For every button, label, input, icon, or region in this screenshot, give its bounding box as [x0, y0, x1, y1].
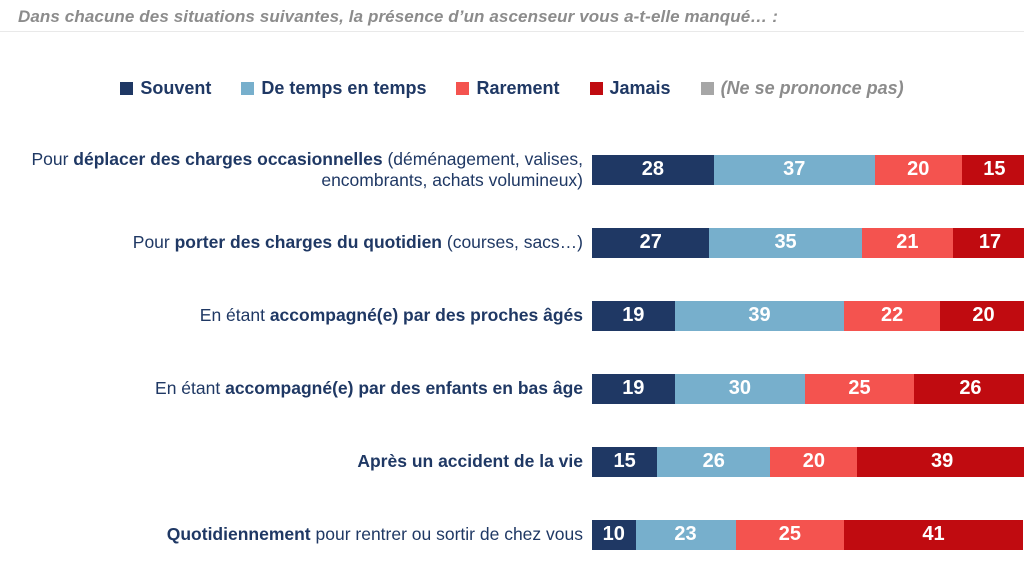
bar-segment-rarement: 20: [770, 446, 858, 477]
bar-segment-de-temps-en-temps: 26: [657, 446, 771, 477]
bar-segment-jamais: 20: [939, 300, 1024, 331]
segment-value-label: 22: [881, 304, 904, 326]
segment-value-label: 27: [639, 231, 662, 253]
legend-label: (Ne se prononce pas): [720, 78, 904, 98]
stacked-bar: 10 23 25 41: [592, 519, 1024, 550]
bar-segment-jamais: 41: [844, 519, 1023, 550]
bar-segment-rarement: 22: [844, 300, 940, 331]
bar-segment-de-temps-en-temps: 37: [713, 154, 875, 185]
label-text: pour rentrer ou sortir de chez vous: [310, 524, 584, 544]
label-emphasis: déplacer des charges occasionnelles: [73, 148, 383, 169]
chart-row: Pour déplacer des charges occasionnelles…: [0, 133, 1024, 206]
segment-value-label: 20: [972, 304, 995, 326]
segment-value-label: 19: [622, 304, 645, 326]
legend-item-souvent: Souvent: [120, 78, 211, 99]
legend-label: Jamais: [609, 78, 671, 98]
label-text: Pour: [132, 232, 175, 252]
segment-value-label: 26: [959, 377, 982, 399]
bar-segment-rarement: 20: [874, 154, 962, 185]
legend-item-ne-se-prononce-pas: (Ne se prononce pas): [700, 78, 904, 99]
legend-item-rarement: Rarement: [456, 78, 560, 99]
row-category-label: En étant accompagné(e) par des proches â…: [0, 305, 583, 326]
segment-value-label: 26: [702, 450, 725, 472]
bar-segment-souvent: 19: [592, 373, 675, 404]
bar-segment-jamais: 26: [913, 373, 1024, 404]
row-category-label: En étant accompagné(e) par des enfants e…: [0, 378, 583, 399]
label-emphasis: accompagné(e) par des proches âgés: [269, 305, 583, 325]
label-emphasis: Quotidiennement: [166, 524, 311, 544]
stacked-bar: 27 35 21 17: [592, 227, 1024, 258]
bar-segment-de-temps-en-temps: 39: [674, 300, 845, 331]
bar-segment-rarement: 21: [861, 227, 954, 258]
stacked-bar: 28 37 20 15: [592, 154, 1024, 185]
segment-value-label: 41: [922, 523, 945, 545]
bar-segment-de-temps-en-temps: 30: [674, 373, 806, 404]
chart-row: En étant accompagné(e) par des enfants e…: [0, 352, 1024, 425]
segment-value-label: 35: [774, 231, 797, 253]
legend-color-swatch-ne-se-prononce-pas: [700, 82, 714, 95]
segment-value-label: 25: [848, 377, 871, 399]
segment-value-label: 28: [641, 158, 665, 180]
bar-segment-souvent: 28: [592, 154, 714, 185]
label-text: En étant: [199, 305, 270, 325]
bar-segment-souvent: 10: [592, 519, 636, 550]
segment-value-label: 37: [783, 158, 806, 180]
bar-segment-souvent: 15: [592, 446, 658, 477]
stacked-bar: 19 30 25 26: [592, 373, 1024, 404]
bar-segment-de-temps-en-temps: 35: [709, 227, 862, 258]
segment-value-label: 23: [674, 523, 697, 545]
stacked-bar: 15 26 20 39: [592, 446, 1024, 477]
segment-value-label: 15: [613, 450, 636, 472]
bar-segment-rarement: 25: [805, 373, 914, 404]
segment-value-label: 20: [907, 158, 930, 180]
label-text: Pour: [31, 148, 74, 169]
bar-segment-souvent: 27: [592, 227, 710, 258]
label-text: (courses, sacs…): [442, 232, 583, 252]
bar-segment-souvent: 19: [592, 300, 675, 331]
label-emphasis: Après un accident de la vie: [357, 451, 583, 471]
segment-value-label: 15: [983, 158, 1006, 180]
segment-value-label: 39: [748, 304, 771, 326]
label-text: En étant: [155, 378, 226, 398]
chart-row: En étant accompagné(e) par des proches â…: [0, 279, 1024, 352]
legend-item-de-temps-en-temps: De temps en temps: [241, 78, 426, 99]
chart-question-title: Dans chacune des situations suivantes, l…: [18, 7, 778, 26]
row-category-label: Quotidiennement pour rentrer ou sortir d…: [0, 524, 583, 545]
segment-value-label: 25: [778, 523, 802, 545]
chart-row: Quotidiennement pour rentrer ou sortir d…: [0, 498, 1024, 571]
legend-label: Rarement: [476, 78, 560, 98]
row-category-label: Pour porter des charges du quotidien (co…: [0, 232, 583, 253]
legend-color-swatch-de-temps-en-temps: [241, 82, 255, 95]
chart-row: Pour porter des charges du quotidien (co…: [0, 206, 1024, 279]
legend-color-swatch-rarement: [456, 82, 470, 95]
row-category-label: Pour déplacer des charges occasionnelles…: [0, 149, 583, 191]
stacked-bar: 19 39 22 20: [592, 300, 1024, 331]
segment-value-label: 17: [978, 231, 1002, 253]
label-emphasis: accompagné(e) par des enfants en bas âge: [225, 378, 583, 398]
label-text: (déménagement, valises, encombrants, ach…: [321, 148, 583, 190]
legend-label: De temps en temps: [261, 78, 427, 98]
bar-segment-jamais: 15: [961, 154, 1024, 185]
legend: Souvent De temps en temps Rarement Jamais (N…: [0, 78, 1024, 99]
row-category-label: Après un accident de la vie: [0, 451, 583, 472]
segment-value-label: 19: [622, 377, 645, 399]
legend-color-swatch-jamais: [589, 82, 603, 95]
bar-segment-de-temps-en-temps: 23: [635, 519, 736, 550]
segment-value-label: 10: [602, 523, 625, 545]
stacked-bar-chart: Pour déplacer des charges occasionnelles…: [0, 133, 1024, 571]
bar-segment-jamais: 17: [953, 227, 1024, 258]
segment-value-label: 20: [802, 450, 825, 472]
segment-value-label: 30: [728, 377, 752, 399]
segment-value-label: 39: [931, 450, 954, 472]
chart-row: Après un accident de la vie 15 26 20 39: [0, 425, 1024, 498]
legend-color-swatch-souvent: [120, 82, 134, 95]
segment-value-label: 21: [896, 231, 919, 253]
label-emphasis: porter des charges du quotidien: [174, 232, 442, 252]
divider-line: [0, 31, 1024, 32]
legend-item-jamais: Jamais: [589, 78, 671, 99]
legend-label: Souvent: [140, 78, 212, 98]
bar-segment-rarement: 25: [735, 519, 845, 550]
bar-segment-jamais: 39: [857, 446, 1024, 477]
